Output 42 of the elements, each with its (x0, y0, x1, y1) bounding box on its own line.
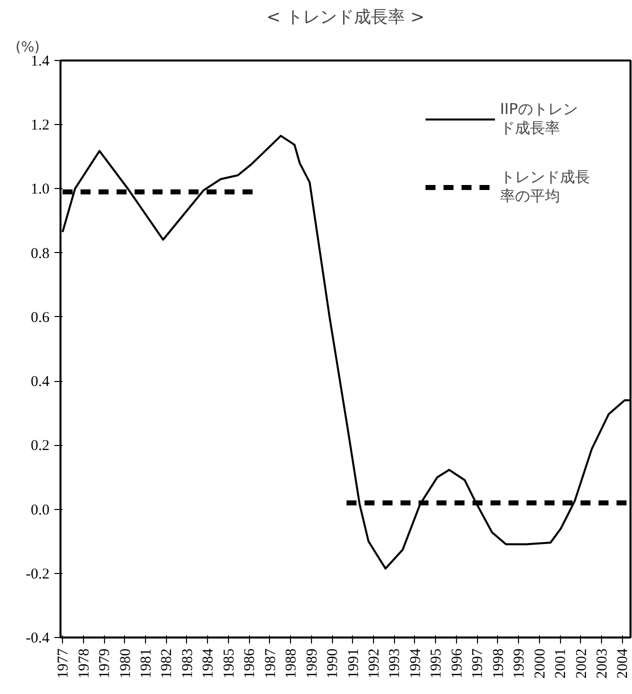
y-tick-label: 0.6 (30, 310, 50, 326)
y-tick-label: 1.4 (30, 54, 50, 70)
y-tick-label: 0.0 (30, 502, 50, 518)
chart-title: < トレンド成長率 > (266, 8, 425, 28)
x-tick-label: 1994 (408, 648, 424, 678)
y-tick-label: 0.4 (30, 374, 50, 390)
x-tick-label: 1993 (387, 648, 404, 678)
x-tick-label: 1990 (325, 648, 342, 678)
x-tick-label: 2003 (594, 648, 610, 678)
y-tick-label: 1.0 (30, 182, 50, 198)
x-tick-label: 1983 (180, 648, 196, 678)
x-tick-label: 1995 (428, 648, 445, 678)
x-tick-label: 1979 (97, 648, 114, 678)
x-tick-label: 1997 (470, 648, 486, 678)
x-tick-label: 2001 (553, 648, 570, 678)
x-tick-label: 2004 (615, 648, 632, 678)
x-tick-label: 2000 (532, 648, 548, 678)
x-tick-label: 1998 (490, 648, 507, 678)
x-tick-label: 1980 (118, 648, 134, 678)
x-tick-label: 1977 (56, 648, 72, 678)
x-tick-label: 1985 (221, 648, 238, 678)
x-tick-label: 1988 (284, 648, 300, 678)
y-tick-label: 1.2 (30, 118, 50, 134)
x-tick-label: 1981 (138, 648, 154, 678)
y-tick-label: -0.4 (26, 630, 50, 646)
x-tick-label: 1982 (159, 648, 176, 678)
y-axis-title: (%) (16, 40, 40, 56)
x-tick-label: 1987 (262, 648, 279, 678)
y-tick-label: 0.2 (30, 438, 50, 454)
x-tick-label: 1986 (242, 648, 258, 678)
x-tick-label: 1996 (449, 648, 466, 678)
x-tick-label: 1999 (512, 648, 528, 678)
x-tick-label: 1991 (346, 648, 362, 678)
x-tick-label: 2002 (574, 648, 590, 678)
y-tick-label: -0.2 (26, 566, 50, 582)
legend-label: IIPのトレンド成長率 (500, 100, 578, 138)
x-tick-label: 1989 (304, 648, 320, 678)
x-tick-label: 1978 (76, 648, 92, 678)
x-tick-label: 1992 (366, 648, 382, 678)
x-tick-label: 1984 (200, 648, 217, 678)
legend-label: トレンド成長率の平均 (500, 168, 590, 206)
y-tick-label: 0.8 (30, 246, 50, 262)
